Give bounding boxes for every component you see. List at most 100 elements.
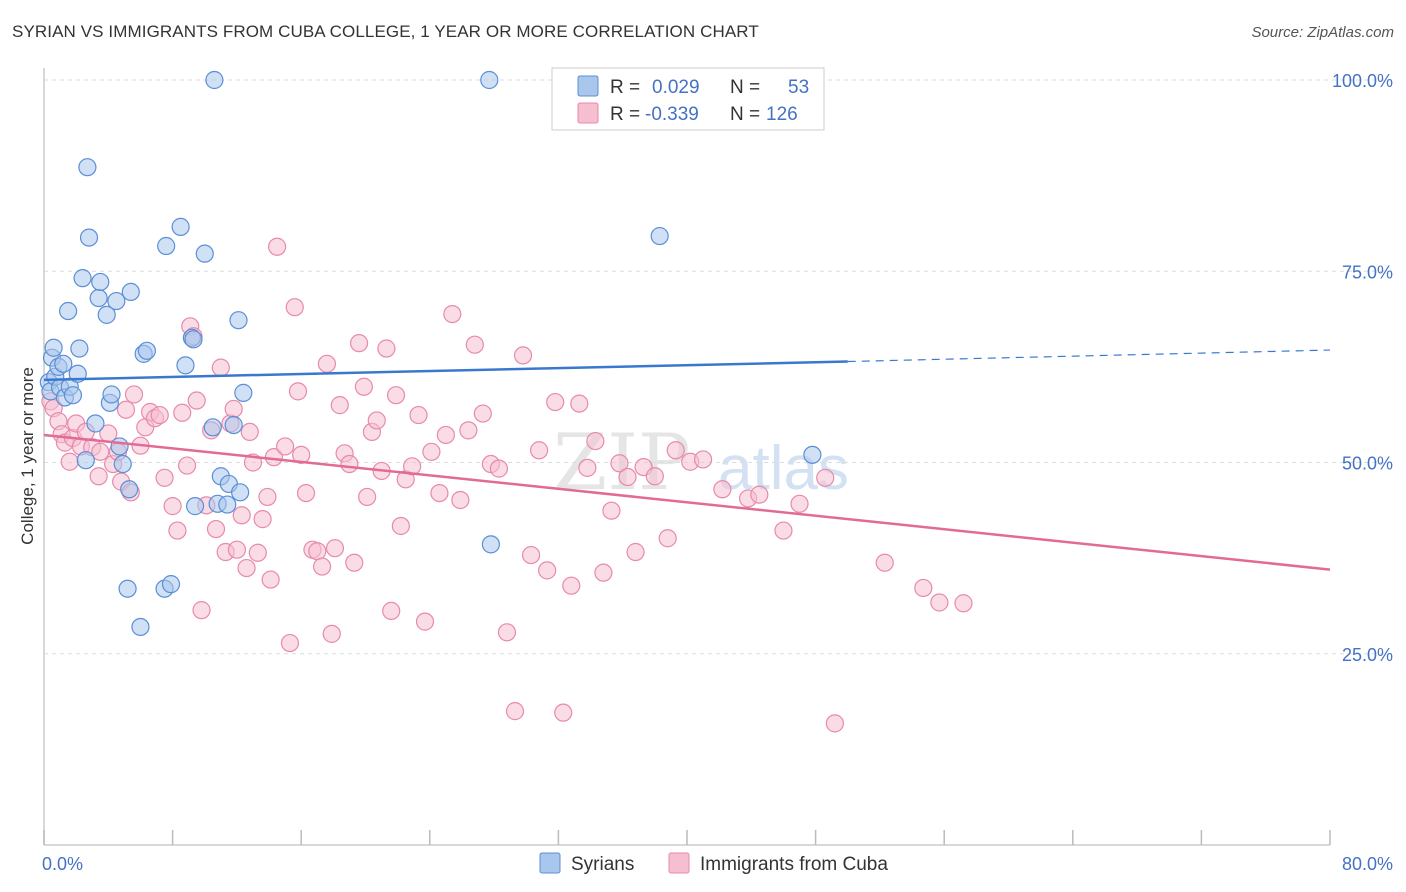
cuba-point-44 bbox=[240, 422, 259, 441]
cuba-point-111 bbox=[658, 529, 677, 548]
cuba-point-57 bbox=[296, 484, 316, 503]
legend-n-label-cuba: N = bbox=[730, 104, 760, 125]
cuba-point-81 bbox=[415, 612, 435, 631]
cuba-point-47 bbox=[253, 510, 272, 529]
syrians-point-28 bbox=[121, 282, 140, 302]
cuba-point-24 bbox=[150, 405, 169, 425]
cuba-point-110 bbox=[645, 467, 664, 486]
cuba-point-64 bbox=[330, 396, 349, 415]
chart-title: SYRIAN VS IMMIGRANTS FROM CUBA COLLEGE, … bbox=[12, 22, 759, 41]
legend-n-value-syrians: 53 bbox=[788, 77, 809, 98]
syrians-point-15 bbox=[76, 451, 95, 470]
legend-n-label-syrians: N = bbox=[730, 77, 760, 98]
cuba-point-88 bbox=[465, 335, 484, 354]
syrians-point-7 bbox=[54, 354, 73, 373]
cuba-point-124 bbox=[930, 593, 949, 612]
syrians-point-24 bbox=[107, 291, 126, 311]
cuba-point-103 bbox=[586, 431, 605, 451]
cuba-point-66 bbox=[340, 454, 359, 474]
cuba-point-62 bbox=[322, 624, 341, 643]
x-tick-label-min: 0.0% bbox=[42, 854, 83, 874]
legend-r-value-syrians: 0.029 bbox=[652, 77, 700, 98]
cuba-point-125 bbox=[954, 594, 973, 613]
syrians-trend-line bbox=[43, 360, 848, 382]
cuba-point-72 bbox=[367, 411, 386, 430]
cuba-point-25 bbox=[155, 468, 174, 487]
watermark-atlas: atlas bbox=[718, 434, 849, 503]
cuba-point-80 bbox=[409, 405, 428, 425]
cuba-point-79 bbox=[403, 457, 422, 476]
cuba-point-77 bbox=[391, 516, 410, 536]
syrians-point-26 bbox=[113, 454, 132, 474]
y-tick-label-25: 25.0% bbox=[1342, 645, 1393, 665]
bottom-legend-label-cuba: Immigrants from Cuba bbox=[700, 854, 888, 875]
cuba-point-86 bbox=[451, 490, 470, 510]
cuba-point-92 bbox=[497, 623, 517, 642]
cuba-point-46 bbox=[248, 543, 267, 562]
cuba-point-84 bbox=[436, 425, 455, 445]
syrians-point-54 bbox=[650, 226, 669, 246]
syrians-point-52 bbox=[480, 70, 499, 90]
cuba-point-55 bbox=[288, 382, 308, 401]
cuba-point-12 bbox=[91, 442, 110, 461]
cuba-point-68 bbox=[349, 334, 369, 353]
cuba-point-32 bbox=[187, 391, 206, 410]
y-tick-label-75: 75.0% bbox=[1342, 262, 1393, 282]
syrians-point-17 bbox=[79, 228, 99, 247]
cuba-point-69 bbox=[354, 377, 373, 396]
cuba-point-105 bbox=[602, 501, 621, 520]
cuba-point-43 bbox=[237, 558, 256, 578]
cuba-point-89 bbox=[473, 404, 492, 423]
correlation-legend: R = 0.029 N = 53 R = -0.339 N = 126 bbox=[551, 67, 825, 131]
syrians-point-33 bbox=[161, 575, 181, 594]
cuba-point-123 bbox=[914, 578, 933, 598]
syrians-point-21 bbox=[97, 305, 116, 324]
syrians-point-55 bbox=[803, 445, 822, 464]
syrians-point-53 bbox=[481, 535, 500, 554]
cuba-point-100 bbox=[562, 576, 581, 595]
cuba-point-5 bbox=[60, 452, 79, 471]
syrians-point-43 bbox=[203, 418, 222, 437]
cuba-point-95 bbox=[521, 545, 541, 565]
cuba-point-118 bbox=[774, 521, 793, 540]
cuba-point-40 bbox=[224, 399, 243, 419]
syrians-point-25 bbox=[110, 437, 129, 456]
cuba-point-52 bbox=[276, 437, 295, 456]
cuba-point-54 bbox=[285, 298, 304, 317]
cuba-point-94 bbox=[513, 346, 533, 365]
syrians-point-40 bbox=[186, 497, 205, 516]
cuba-point-26 bbox=[163, 497, 182, 516]
syrians-point-37 bbox=[176, 356, 195, 375]
cuba-point-114 bbox=[693, 450, 713, 469]
syrians-point-41 bbox=[195, 244, 214, 263]
cuba-point-28 bbox=[173, 403, 192, 422]
legend-swatch-syrians bbox=[577, 75, 599, 97]
cuba-point-74 bbox=[377, 339, 396, 358]
cuba-point-104 bbox=[594, 563, 613, 582]
bottom-legend-swatch-syrians bbox=[539, 852, 561, 874]
series-syrians-points bbox=[39, 70, 822, 637]
syrians-point-34 bbox=[131, 617, 150, 637]
cuba-point-106 bbox=[610, 454, 629, 473]
legend-r-value-cuba: -0.339 bbox=[645, 104, 699, 125]
legend-n-value-cuba: 126 bbox=[766, 104, 798, 125]
syrians-point-35 bbox=[157, 236, 176, 256]
cuba-point-120 bbox=[816, 468, 835, 487]
cuba-point-119 bbox=[790, 494, 809, 513]
y-axis-title: College, 1 year or more bbox=[18, 367, 37, 545]
cuba-point-70 bbox=[358, 487, 377, 507]
cuba-point-112 bbox=[666, 441, 685, 460]
legend-swatch-cuba bbox=[577, 102, 599, 124]
cuba-point-91 bbox=[489, 459, 509, 478]
legend-r-label-syrians: R = bbox=[610, 77, 640, 98]
cuba-point-19 bbox=[124, 385, 144, 404]
syrians-point-27 bbox=[120, 480, 139, 499]
bottom-legend-label-syrians: Syrians bbox=[571, 854, 634, 875]
cuba-point-51 bbox=[267, 237, 287, 256]
cuba-point-67 bbox=[345, 553, 364, 572]
syrians-point-13 bbox=[70, 339, 89, 358]
cuba-point-48 bbox=[258, 487, 277, 507]
y-tick-labels: 25.0% 50.0% 75.0% 100.0% bbox=[1332, 71, 1393, 665]
cuba-point-37 bbox=[211, 358, 230, 377]
